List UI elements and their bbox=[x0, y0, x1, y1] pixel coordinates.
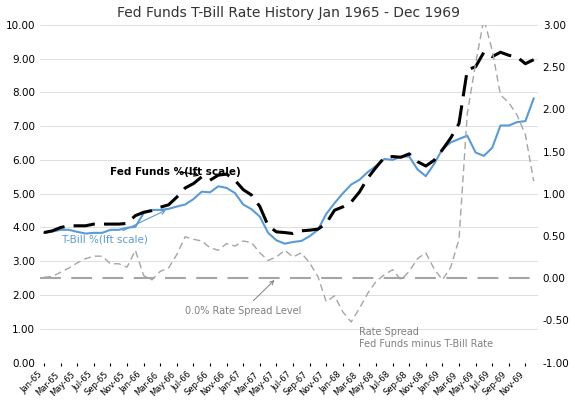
Text: T-Bill %(lft scale): T-Bill %(lft scale) bbox=[61, 210, 165, 245]
Title: Fed Funds T-Bill Rate History Jan 1965 - Dec 1969: Fed Funds T-Bill Rate History Jan 1965 -… bbox=[117, 6, 461, 19]
Text: Rate Spread
Fed Funds minus T-Bill Rate: Rate Spread Fed Funds minus T-Bill Rate bbox=[359, 327, 493, 349]
Text: Fed Funds %(lft scale): Fed Funds %(lft scale) bbox=[110, 167, 241, 177]
Text: 0.0% Rate Spread Level: 0.0% Rate Spread Level bbox=[185, 281, 301, 316]
